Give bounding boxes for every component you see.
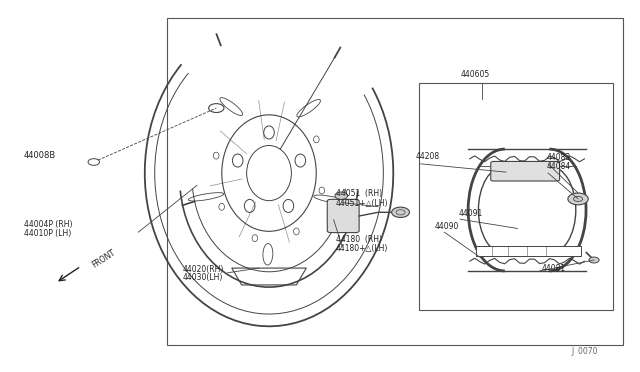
Text: 44008B: 44008B [24,151,56,160]
Circle shape [88,159,100,165]
Text: 44208: 44208 [415,153,440,161]
Text: 44051  (RH): 44051 (RH) [336,189,382,198]
Text: 44004P (RH): 44004P (RH) [24,219,72,229]
Text: 44051+△(LH): 44051+△(LH) [336,199,388,208]
Text: 440605: 440605 [460,70,490,79]
Circle shape [335,192,348,199]
Bar [167,18,623,345]
Circle shape [392,207,410,218]
FancyBboxPatch shape [491,161,559,181]
Circle shape [568,193,588,205]
Text: 44180+△(LH): 44180+△(LH) [336,244,388,253]
Text: FRONT: FRONT [91,247,117,269]
Text: 44091: 44091 [459,209,483,218]
Text: 44090: 44090 [435,222,459,231]
Text: 44081: 44081 [541,264,566,273]
Text: J  0070: J 0070 [572,347,598,356]
FancyBboxPatch shape [327,199,359,232]
Text: 44180  (RH): 44180 (RH) [336,235,382,244]
Text: 44020(RH): 44020(RH) [183,264,225,274]
Circle shape [589,257,599,263]
Text: 44030(LH): 44030(LH) [183,273,223,282]
Bar [476,246,581,256]
Bar [419,83,613,310]
Text: 44084: 44084 [546,163,570,171]
Text: 44010P (LH): 44010P (LH) [24,229,71,238]
Circle shape [209,104,224,112]
Text: 44083: 44083 [546,153,570,162]
